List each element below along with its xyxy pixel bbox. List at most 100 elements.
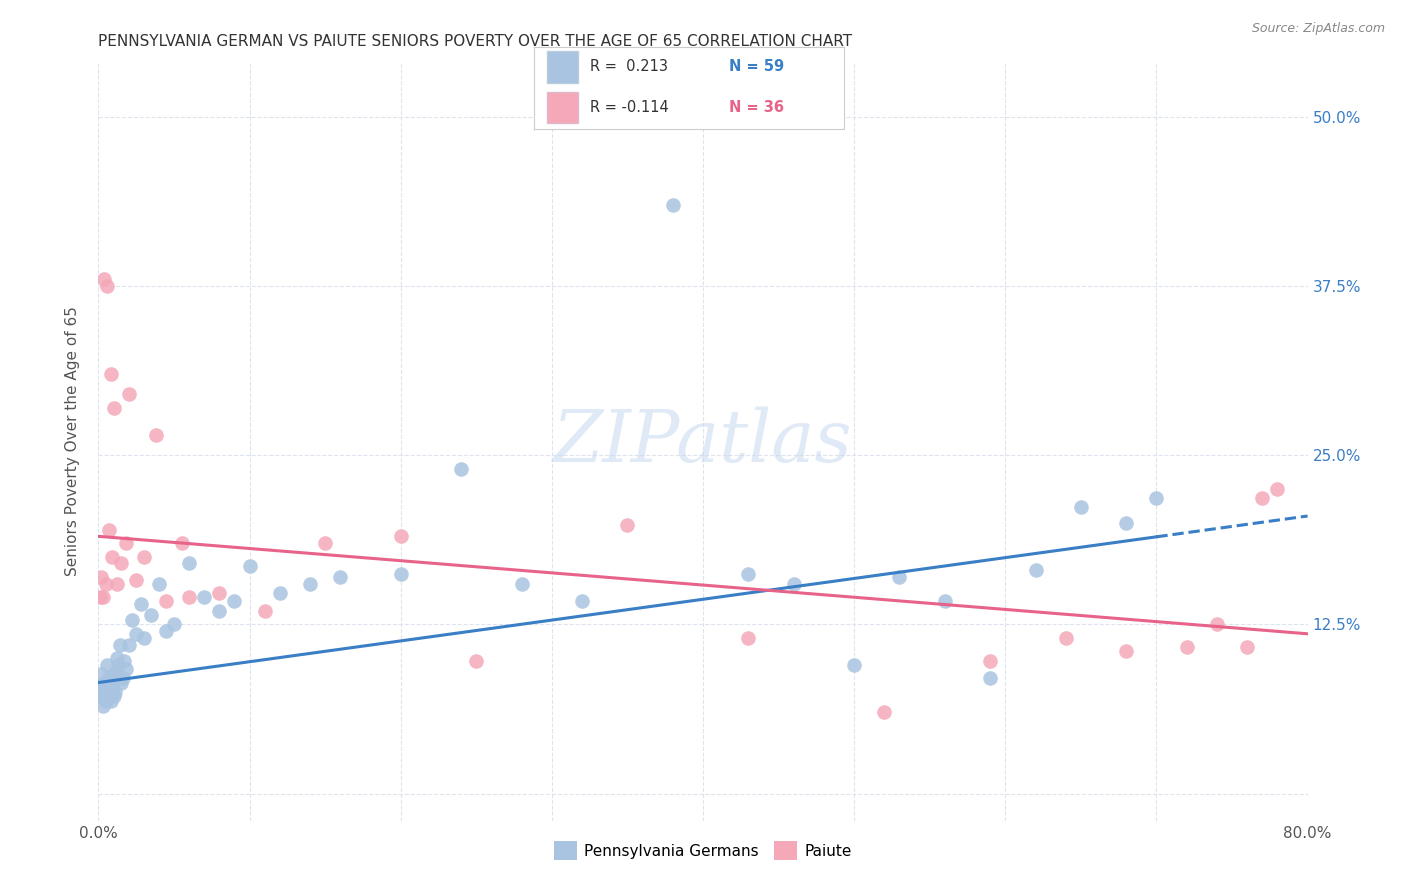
Point — [107, 657, 129, 672]
Point — [103, 689, 125, 703]
FancyBboxPatch shape — [547, 52, 578, 83]
Point — [1267, 482, 1289, 496]
Point — [979, 654, 1001, 668]
Point — [90, 570, 112, 584]
Point — [208, 586, 231, 600]
Point — [100, 685, 122, 699]
Point — [163, 617, 186, 632]
Point — [179, 591, 201, 605]
Point — [616, 518, 638, 533]
Point — [132, 631, 155, 645]
Point — [100, 694, 122, 708]
Point — [314, 536, 336, 550]
Point — [389, 529, 412, 543]
Point — [105, 665, 128, 679]
Point — [145, 427, 167, 442]
Text: ZIPatlas: ZIPatlas — [553, 406, 853, 477]
Point — [100, 367, 122, 381]
Point — [1070, 500, 1092, 514]
Point — [783, 576, 806, 591]
Point — [96, 689, 118, 703]
Text: R =  0.213: R = 0.213 — [591, 60, 668, 74]
Point — [96, 278, 118, 293]
Point — [90, 689, 112, 703]
Legend: Pennsylvania Germans, Paiute: Pennsylvania Germans, Paiute — [548, 835, 858, 866]
Point — [93, 272, 115, 286]
Point — [98, 681, 121, 695]
Point — [132, 549, 155, 564]
Point — [94, 576, 117, 591]
Point — [979, 672, 1001, 686]
Point — [96, 657, 118, 672]
Point — [129, 597, 152, 611]
Point — [91, 685, 114, 699]
Point — [104, 685, 127, 699]
Text: Source: ZipAtlas.com: Source: ZipAtlas.com — [1251, 22, 1385, 36]
Point — [94, 681, 117, 695]
Point — [737, 631, 759, 645]
Y-axis label: Seniors Poverty Over the Age of 65: Seniors Poverty Over the Age of 65 — [65, 307, 80, 576]
Point — [105, 576, 128, 591]
Point — [125, 573, 148, 587]
Point — [94, 694, 117, 708]
Text: R = -0.114: R = -0.114 — [591, 100, 669, 115]
Point — [1144, 491, 1167, 506]
Point — [111, 672, 134, 686]
Point — [179, 557, 201, 571]
Point — [224, 594, 246, 608]
Point — [110, 557, 132, 571]
Point — [91, 591, 114, 605]
Point — [661, 197, 683, 211]
Point — [155, 624, 177, 639]
Point — [1115, 516, 1137, 530]
Point — [329, 570, 352, 584]
Point — [125, 627, 148, 641]
Point — [170, 536, 193, 550]
Point — [108, 638, 131, 652]
Point — [98, 523, 121, 537]
Text: N = 59: N = 59 — [730, 60, 785, 74]
Point — [90, 667, 112, 681]
Point — [93, 675, 115, 690]
Point — [1024, 563, 1046, 577]
Point — [208, 604, 231, 618]
Point — [91, 698, 114, 713]
Text: N = 36: N = 36 — [730, 100, 785, 115]
Point — [114, 536, 136, 550]
Point — [1251, 491, 1274, 506]
Point — [98, 672, 121, 686]
Point — [934, 594, 956, 608]
Point — [844, 657, 866, 672]
Point — [889, 570, 911, 584]
Point — [1236, 640, 1258, 655]
Point — [105, 651, 128, 665]
Point — [450, 461, 472, 475]
Point — [1115, 644, 1137, 658]
Point — [89, 591, 111, 605]
Point — [89, 678, 111, 692]
Point — [121, 613, 143, 627]
Point — [118, 638, 141, 652]
Point — [141, 607, 163, 622]
Point — [148, 576, 170, 591]
Point — [103, 401, 125, 415]
Point — [114, 662, 136, 676]
Point — [737, 567, 759, 582]
Point — [193, 591, 215, 605]
Point — [253, 604, 276, 618]
Point — [103, 667, 125, 681]
Point — [299, 576, 322, 591]
Point — [1175, 640, 1198, 655]
Point — [873, 706, 896, 720]
Point — [510, 576, 533, 591]
Point — [101, 549, 124, 564]
Point — [118, 387, 141, 401]
Point — [155, 594, 177, 608]
Point — [269, 586, 291, 600]
Point — [465, 654, 488, 668]
Point — [571, 594, 593, 608]
Point — [93, 691, 115, 706]
Point — [239, 559, 262, 574]
Point — [1206, 617, 1229, 632]
Point — [110, 675, 132, 690]
